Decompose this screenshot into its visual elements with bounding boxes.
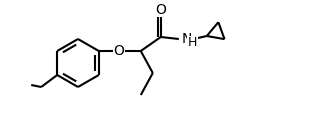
Text: O: O xyxy=(156,3,166,16)
Text: N: N xyxy=(182,32,192,46)
Text: H: H xyxy=(187,36,197,49)
Text: O: O xyxy=(113,44,124,58)
